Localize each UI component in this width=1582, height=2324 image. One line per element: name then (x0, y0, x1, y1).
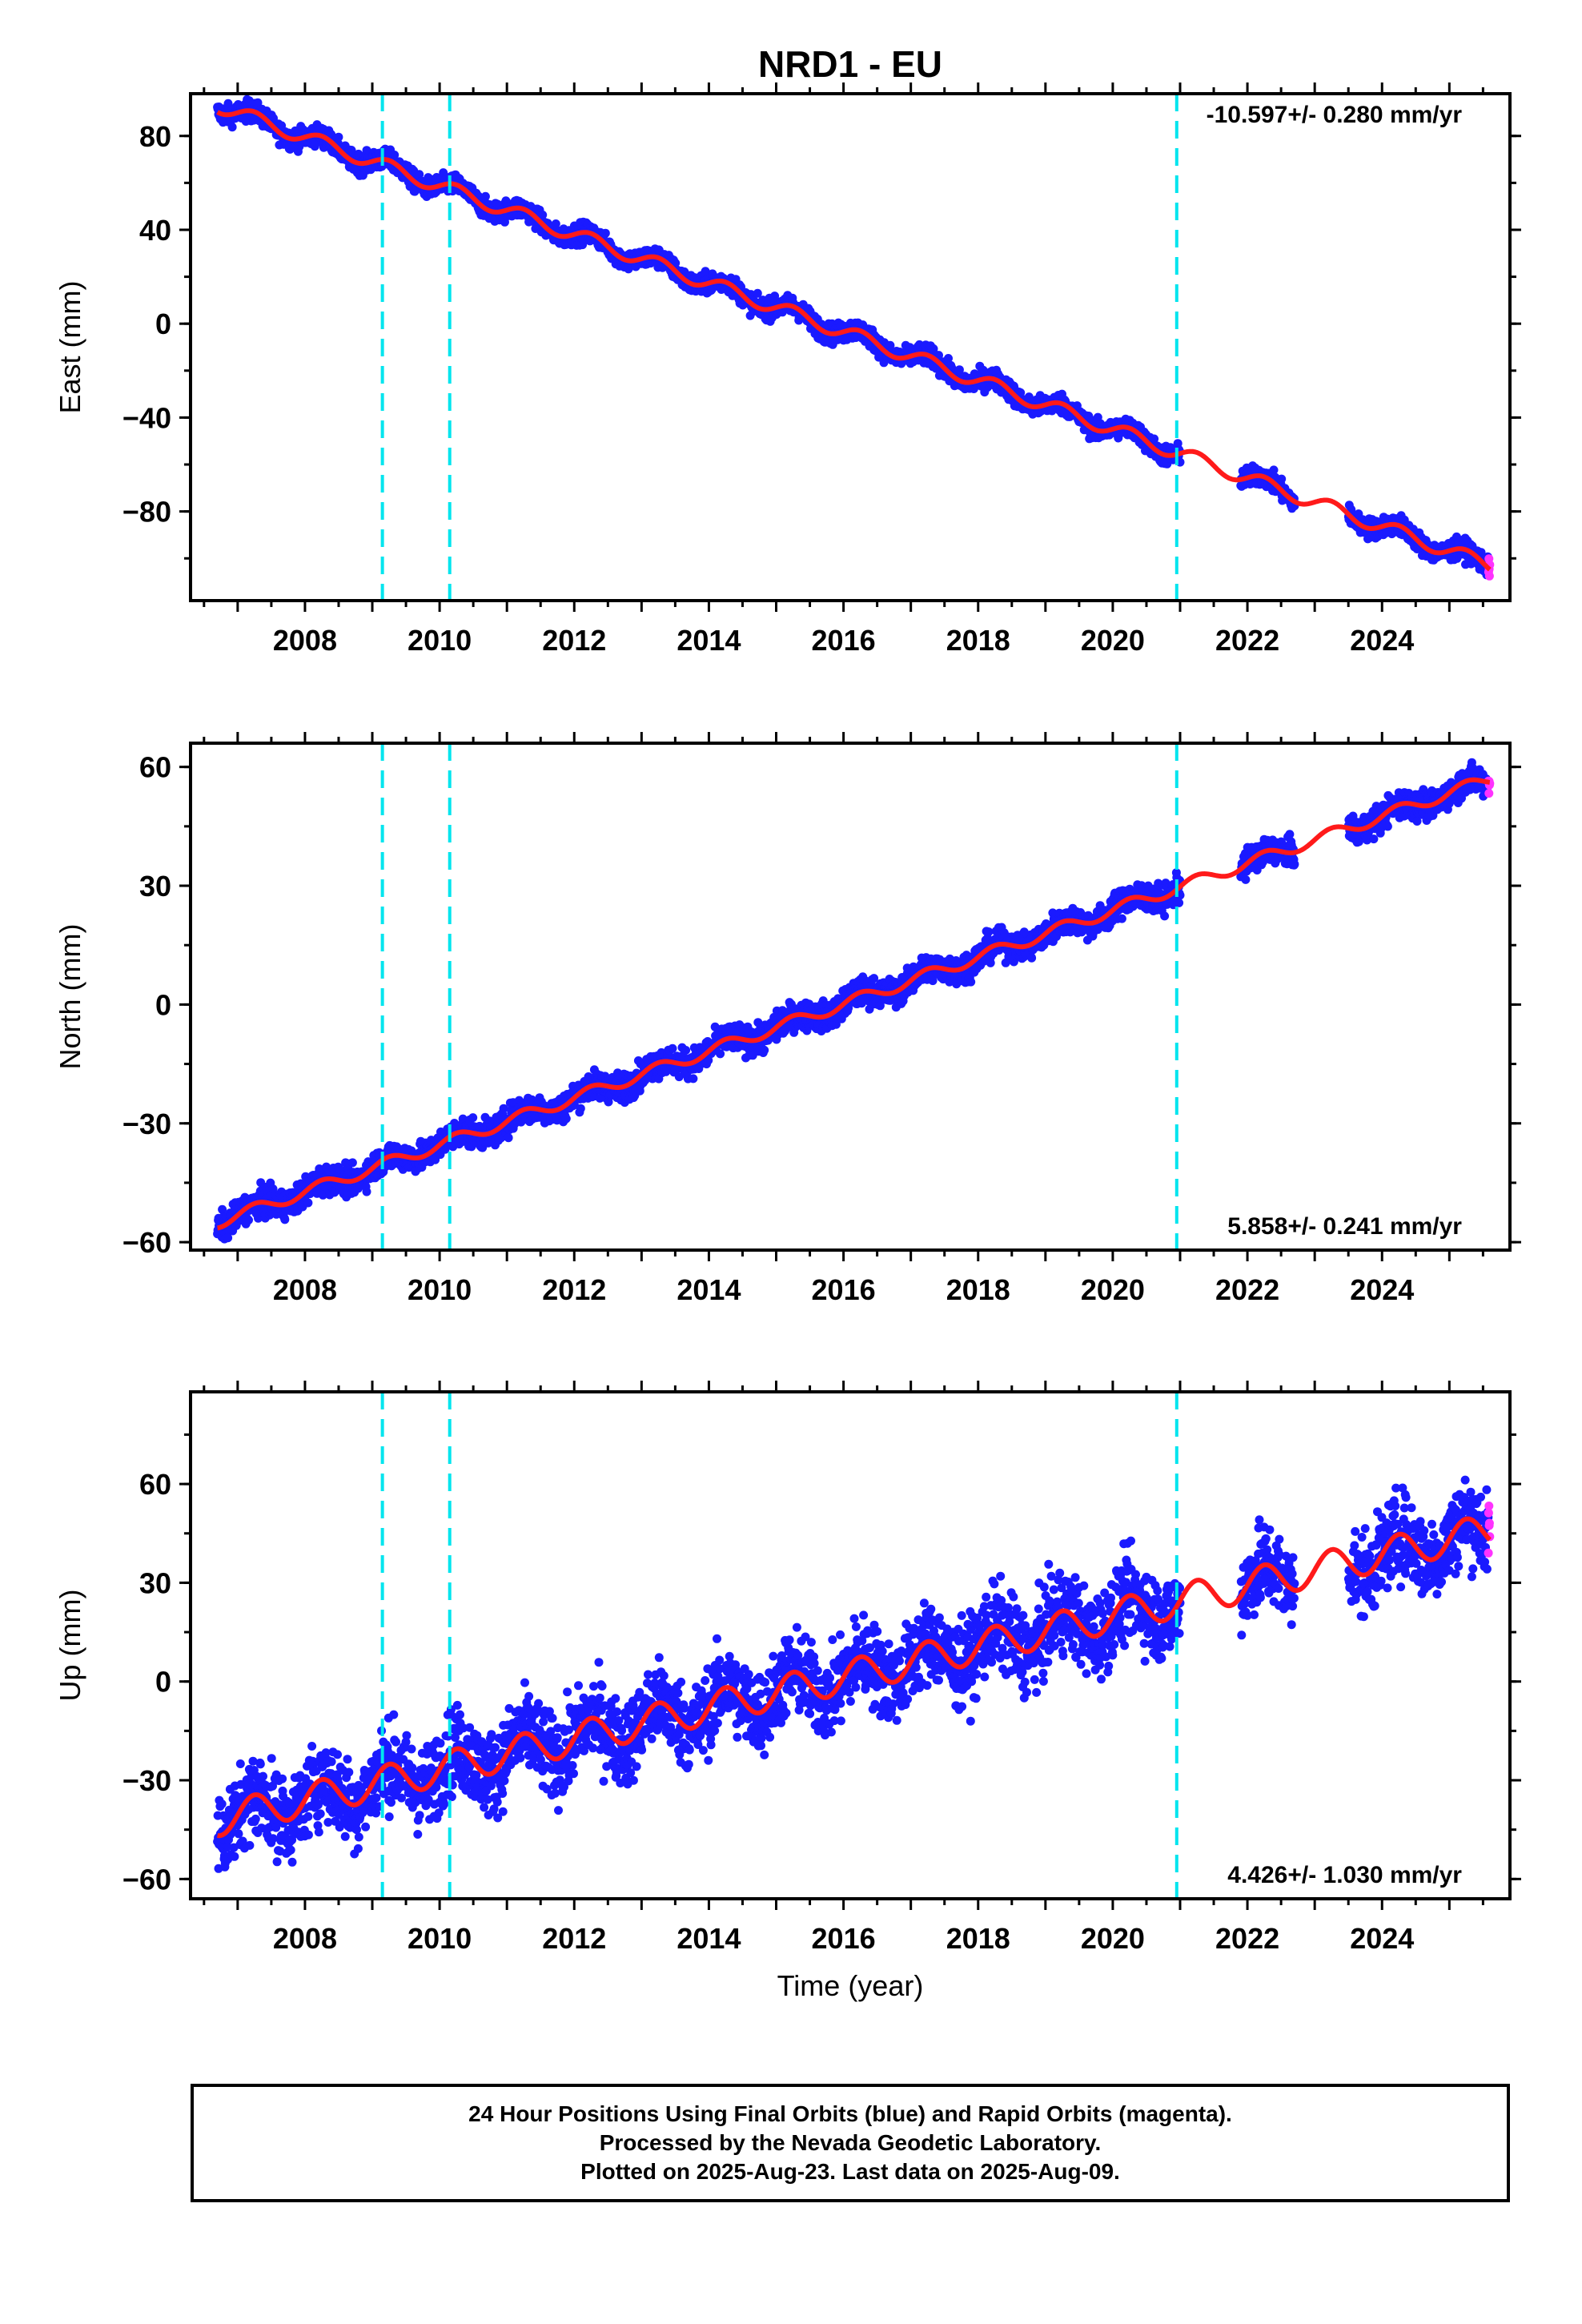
final-orbit-point (701, 267, 710, 276)
final-orbit-point (885, 340, 895, 350)
rapid-orbit-point (1484, 571, 1494, 581)
final-orbit-point (671, 259, 681, 267)
final-orbit-points (213, 94, 1493, 580)
final-orbit-point (468, 1113, 478, 1123)
final-orbit-point (253, 98, 263, 107)
final-orbit-point (480, 191, 490, 201)
final-orbit-point (681, 1046, 691, 1055)
plot-area (213, 743, 1495, 1250)
y-tick-label: −40 (122, 401, 171, 434)
final-orbit-point (334, 132, 343, 142)
final-orbit-point (954, 365, 964, 375)
x-tick-label: 2024 (1350, 624, 1414, 657)
final-orbit-point (227, 123, 237, 132)
y-axis-label: East (mm) (54, 281, 86, 414)
final-orbit-point (689, 1074, 698, 1084)
final-orbit-point (716, 1049, 725, 1059)
x-tick-label: 2022 (1215, 624, 1279, 657)
final-orbit-point (390, 151, 400, 159)
x-tick-label: 2018 (946, 624, 1010, 657)
panel-north: 2008 2010 2012 2014 2016 2018 2020 2022 20246030… (54, 732, 1521, 1306)
final-orbit-point (1269, 465, 1279, 475)
y-tick-label: −80 (122, 496, 171, 529)
final-orbit-point (551, 219, 560, 228)
final-orbit-point (303, 1198, 313, 1208)
final-orbit-point (244, 1216, 253, 1224)
final-orbit-point (347, 1158, 357, 1168)
final-orbit-points (213, 758, 1493, 1244)
x-tick-label: 2012 (542, 624, 606, 657)
x-tick-label: 2014 (677, 624, 741, 657)
final-orbit-point (362, 146, 371, 155)
x-tick-label: 2010 (408, 624, 472, 657)
y-tick-label: 0 (155, 308, 171, 340)
plot-area (213, 94, 1495, 601)
final-orbit-point (576, 1104, 585, 1113)
final-orbit-point (753, 288, 762, 298)
rate-label: -10.597+/- 0.280 mm/yr (1207, 102, 1463, 128)
x-tick-label: 2020 (1081, 624, 1145, 657)
x-tick-label: 2016 (812, 624, 876, 657)
chart-title: NRD1 - EU (758, 43, 942, 85)
final-orbit-point (944, 354, 953, 363)
panel-east: 2008 2010 2012 2014 2016 2018 2020 2022 2024 80 40… (54, 82, 1521, 657)
final-orbit-point (668, 1043, 677, 1053)
final-orbit-point (1277, 474, 1287, 484)
final-orbit-point (760, 1045, 769, 1055)
final-orbit-point (280, 1215, 290, 1224)
x-tick-label: 2008 (273, 624, 337, 657)
final-orbit-point (362, 1187, 371, 1196)
y-tick-label: 80 (139, 120, 171, 153)
final-orbit-point (561, 1114, 571, 1124)
final-orbit-point (504, 1133, 513, 1143)
final-orbit-point (600, 228, 610, 238)
y-tick-label: 40 (139, 214, 171, 247)
